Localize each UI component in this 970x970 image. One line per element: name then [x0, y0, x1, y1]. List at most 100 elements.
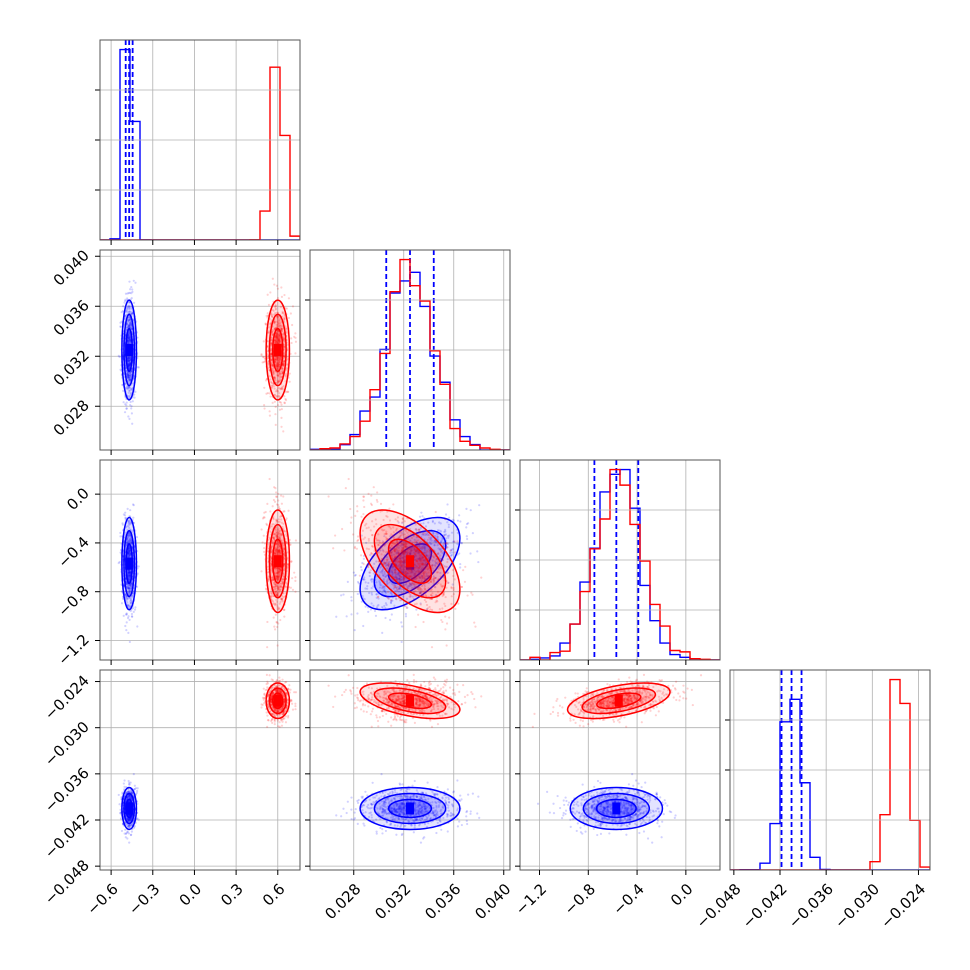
sample-point	[380, 570, 384, 573]
sample-point	[380, 528, 383, 531]
sample-point	[127, 361, 131, 365]
sample-point	[277, 363, 281, 366]
sample-point	[126, 375, 129, 379]
sample-point	[444, 533, 448, 536]
sample-point	[394, 597, 398, 600]
sample-point	[415, 548, 418, 551]
sample-point	[400, 556, 403, 559]
sample-point	[372, 585, 375, 588]
sample-point	[450, 531, 454, 534]
sample-point	[279, 337, 282, 340]
sample-point	[130, 286, 133, 289]
sample-point	[273, 603, 277, 607]
sample-point	[277, 356, 280, 360]
sample-point	[125, 597, 128, 600]
sample-point	[273, 377, 276, 380]
sample-point	[275, 335, 278, 338]
sample-point	[393, 556, 396, 559]
sample-point	[419, 559, 422, 562]
sample-point	[127, 373, 130, 377]
sample-point	[124, 594, 127, 597]
sample-point	[410, 584, 413, 587]
sample-point	[382, 589, 385, 592]
sample-point	[352, 533, 355, 536]
sample-point	[129, 387, 132, 390]
sample-point	[423, 547, 426, 550]
sample-point	[129, 585, 133, 588]
sample-point	[127, 572, 131, 575]
sample-point	[432, 531, 435, 534]
sample-point	[268, 369, 271, 372]
sample-point	[279, 600, 282, 603]
sample-point	[378, 586, 382, 589]
sample-point	[387, 577, 390, 580]
sample-point	[414, 549, 417, 552]
sample-point	[266, 356, 270, 359]
sample-point	[405, 605, 408, 608]
sample-point	[413, 548, 416, 551]
sample-point	[367, 547, 370, 551]
sample-point	[269, 353, 273, 356]
sample-point	[387, 597, 390, 600]
sample-point	[276, 577, 279, 580]
sample-point	[130, 584, 133, 587]
sample-point	[423, 577, 426, 580]
sample-point	[414, 552, 417, 555]
sample-point	[413, 551, 416, 554]
sample-point	[280, 328, 284, 331]
sample-point	[391, 571, 394, 574]
sample-point	[400, 588, 403, 591]
sample-point	[272, 313, 275, 316]
sample-point	[129, 403, 132, 407]
sample-point	[421, 533, 424, 536]
sample-point	[275, 284, 279, 287]
sample-point	[440, 539, 443, 543]
sample-point	[400, 550, 403, 553]
sample-point	[402, 595, 405, 598]
sample-point	[450, 595, 453, 598]
sample-point	[273, 385, 276, 388]
sample-point	[128, 574, 131, 577]
sample-point	[279, 588, 282, 591]
sample-point	[406, 552, 409, 556]
sample-point	[442, 535, 446, 538]
sample-point	[280, 403, 283, 406]
sample-point	[376, 491, 379, 494]
sample-point	[401, 547, 404, 551]
sample-point	[367, 581, 370, 585]
sample-point	[277, 365, 280, 368]
sample-point	[132, 503, 135, 506]
sample-point	[444, 628, 447, 631]
sample-point	[277, 380, 280, 383]
sample-point	[401, 625, 404, 628]
sample-point	[280, 407, 283, 411]
sample-point	[129, 584, 132, 587]
sample-point	[127, 578, 130, 581]
sample-point	[379, 581, 382, 585]
sample-point	[275, 548, 278, 551]
sample-point	[392, 503, 395, 506]
sample-point	[126, 541, 129, 544]
sample-point	[409, 553, 412, 556]
sample-point	[371, 534, 374, 537]
sample-point	[422, 556, 425, 559]
sample-point	[395, 552, 398, 555]
sample-point	[284, 374, 288, 377]
sample-point	[439, 566, 443, 570]
sample-point	[400, 575, 403, 579]
sample-point	[277, 338, 280, 341]
sample-point	[128, 515, 131, 518]
sample-point	[377, 533, 380, 536]
sample-point	[278, 567, 281, 570]
sample-point	[391, 572, 394, 575]
sample-point	[427, 556, 431, 559]
sample-point	[270, 384, 274, 387]
sample-point	[456, 519, 460, 522]
sample-point	[274, 487, 277, 490]
sample-point	[422, 545, 425, 548]
sample-point	[459, 566, 462, 569]
sample-point	[412, 583, 416, 587]
sample-point	[478, 504, 481, 507]
sample-point	[402, 560, 405, 563]
sample-point	[391, 582, 394, 586]
